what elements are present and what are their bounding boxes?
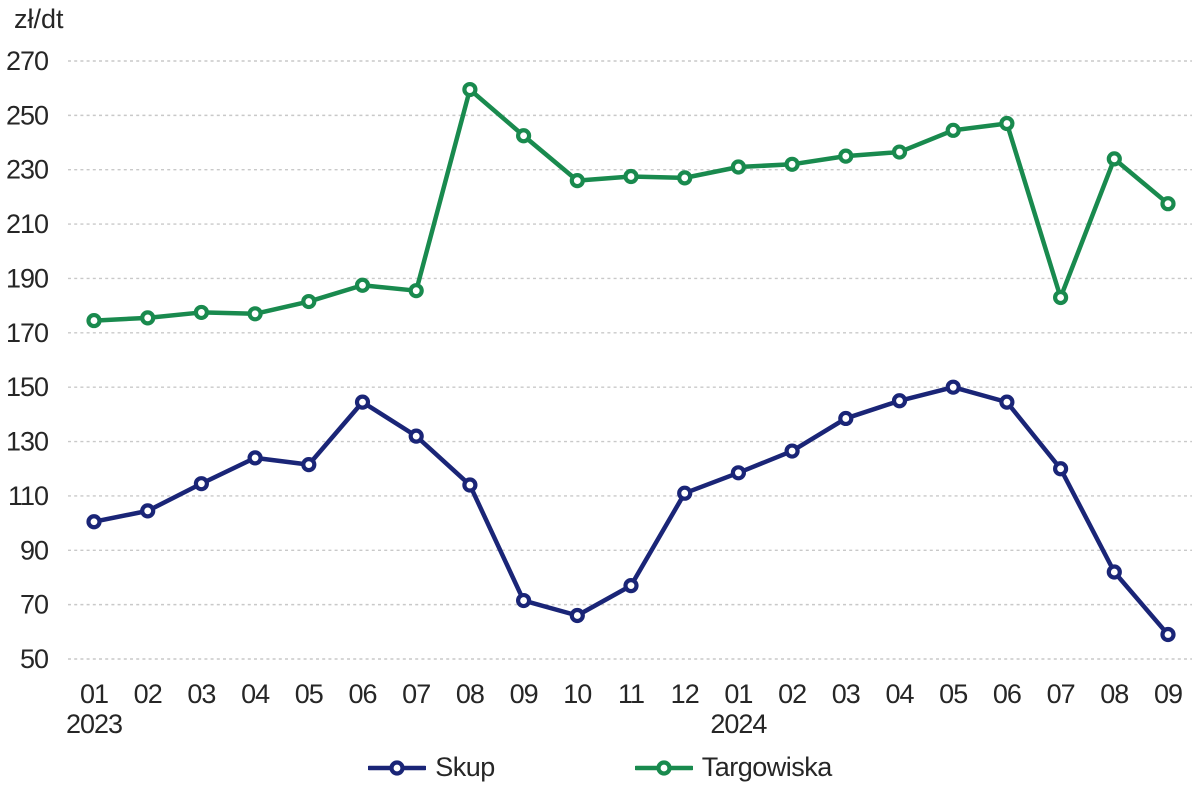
data-point-marker-skup bbox=[838, 410, 854, 427]
legend-item-skup: Skup bbox=[368, 752, 495, 783]
data-point-marker-skup bbox=[354, 394, 371, 410]
x-tick-label: 11 bbox=[618, 679, 644, 709]
data-point-marker-skup bbox=[140, 503, 156, 519]
data-point-marker-targowiska bbox=[891, 144, 908, 160]
data-point-marker-skup bbox=[247, 450, 263, 466]
y-tick-labels-group: 270 250 230 210 190 170 150 130 110 90 70 50 bbox=[6, 46, 49, 674]
skup-line-marker-icon bbox=[368, 759, 427, 776]
data-point-marker-skup bbox=[462, 477, 478, 493]
y-tick-label: 130 bbox=[6, 427, 48, 457]
x-tick-label: 08 bbox=[1100, 679, 1128, 709]
data-point-marker-skup bbox=[891, 393, 908, 409]
x-tick-label: 05 bbox=[295, 679, 323, 709]
data-point-marker-skup bbox=[569, 607, 585, 624]
data-point-marker-targowiska bbox=[462, 81, 478, 98]
y-tick-label: 50 bbox=[20, 644, 48, 674]
y-tick-label: 150 bbox=[6, 372, 48, 402]
x-tick-label: 03 bbox=[187, 679, 215, 709]
data-point-marker-skup bbox=[945, 379, 961, 395]
x-tick-label: 09 bbox=[510, 679, 538, 709]
x-year-label: 2024 bbox=[710, 709, 767, 739]
data-point-marker-targowiska bbox=[784, 156, 800, 172]
data-point-marker-skup bbox=[86, 514, 102, 530]
data-point-marker-skup bbox=[193, 476, 209, 492]
y-tick-label: 270 bbox=[6, 46, 48, 76]
data-point-marker-targowiska bbox=[677, 170, 693, 186]
series-line-skup bbox=[91, 384, 1171, 637]
gridlines-group bbox=[68, 60, 1192, 660]
data-point-marker-skup bbox=[515, 592, 532, 609]
x-tick-label: 12 bbox=[671, 679, 699, 709]
y-tick-label: 190 bbox=[6, 263, 48, 293]
y-tick-label: 170 bbox=[6, 318, 48, 348]
data-point-marker-targowiska bbox=[515, 128, 532, 144]
x-tick-label: 05 bbox=[939, 679, 967, 709]
y-tick-label: 210 bbox=[6, 209, 48, 239]
x-tick-labels-group: 01 02 03 04 05 06 07 08 09 10 11 12 01 02 03 04 05 06 07 08… bbox=[66, 679, 1183, 739]
x-tick-label: 04 bbox=[241, 679, 270, 709]
x-tick-label: 04 bbox=[885, 679, 914, 709]
legend: Skup Targowiska bbox=[0, 752, 1200, 783]
targowiska-line-marker-icon bbox=[634, 759, 693, 776]
y-tick-label: 230 bbox=[6, 155, 48, 185]
data-point-marker-skup bbox=[784, 443, 800, 459]
data-point-marker-skup bbox=[1160, 626, 1176, 643]
x-tick-label: 06 bbox=[993, 679, 1021, 709]
x-tick-label: 07 bbox=[1047, 679, 1075, 709]
y-axis-unit-label: zł/dt bbox=[14, 4, 64, 34]
y-tick-label: 250 bbox=[6, 100, 48, 130]
x-tick-label: 02 bbox=[134, 679, 162, 709]
data-point-marker-targowiska bbox=[730, 159, 747, 175]
data-point-marker-skup bbox=[408, 428, 424, 444]
x-tick-label: 07 bbox=[402, 679, 430, 709]
data-point-marker-targowiska bbox=[86, 312, 102, 329]
data-point-marker-targowiska bbox=[408, 283, 424, 299]
x-tick-label: 02 bbox=[778, 679, 806, 709]
legend-label-targowiska: Targowiska bbox=[701, 752, 833, 782]
y-tick-label: 110 bbox=[8, 481, 48, 511]
y-tick-label: 90 bbox=[20, 535, 48, 565]
data-point-marker-skup bbox=[1106, 564, 1122, 580]
data-point-marker-targowiska bbox=[1106, 151, 1122, 167]
x-tick-label: 01 bbox=[724, 679, 752, 709]
data-point-marker-skup bbox=[301, 457, 317, 473]
data-point-marker-skup bbox=[730, 465, 747, 481]
data-point-marker-targowiska bbox=[569, 173, 585, 189]
x-tick-label: 01 bbox=[80, 679, 108, 709]
data-point-marker-targowiska bbox=[1052, 289, 1069, 306]
data-point-marker-targowiska bbox=[247, 306, 263, 322]
x-tick-label: 03 bbox=[832, 679, 860, 709]
series-group bbox=[86, 81, 1176, 643]
y-tick-label: 70 bbox=[20, 590, 48, 620]
legend-item-targowiska: Targowiska bbox=[634, 752, 833, 783]
data-point-marker-targowiska bbox=[838, 148, 854, 164]
data-point-marker-targowiska bbox=[354, 277, 371, 293]
x-year-label: 2023 bbox=[66, 709, 122, 739]
x-tick-label: 10 bbox=[563, 679, 591, 709]
legend-label-skup: Skup bbox=[435, 752, 495, 782]
data-point-marker-skup bbox=[677, 485, 693, 501]
data-point-marker-targowiska bbox=[1160, 196, 1176, 212]
data-point-marker-skup bbox=[623, 578, 639, 594]
data-point-marker-targowiska bbox=[945, 122, 961, 138]
data-point-marker-targowiska bbox=[999, 115, 1015, 132]
x-tick-label: 06 bbox=[348, 679, 376, 709]
x-tick-label: 09 bbox=[1154, 679, 1182, 709]
data-point-marker-targowiska bbox=[140, 310, 156, 326]
data-point-marker-targowiska bbox=[301, 293, 317, 310]
data-point-marker-skup bbox=[1052, 461, 1069, 477]
data-point-marker-targowiska bbox=[193, 304, 209, 321]
data-point-marker-skup bbox=[999, 394, 1015, 410]
x-tick-label: 08 bbox=[456, 679, 484, 709]
data-point-marker-targowiska bbox=[623, 168, 639, 185]
